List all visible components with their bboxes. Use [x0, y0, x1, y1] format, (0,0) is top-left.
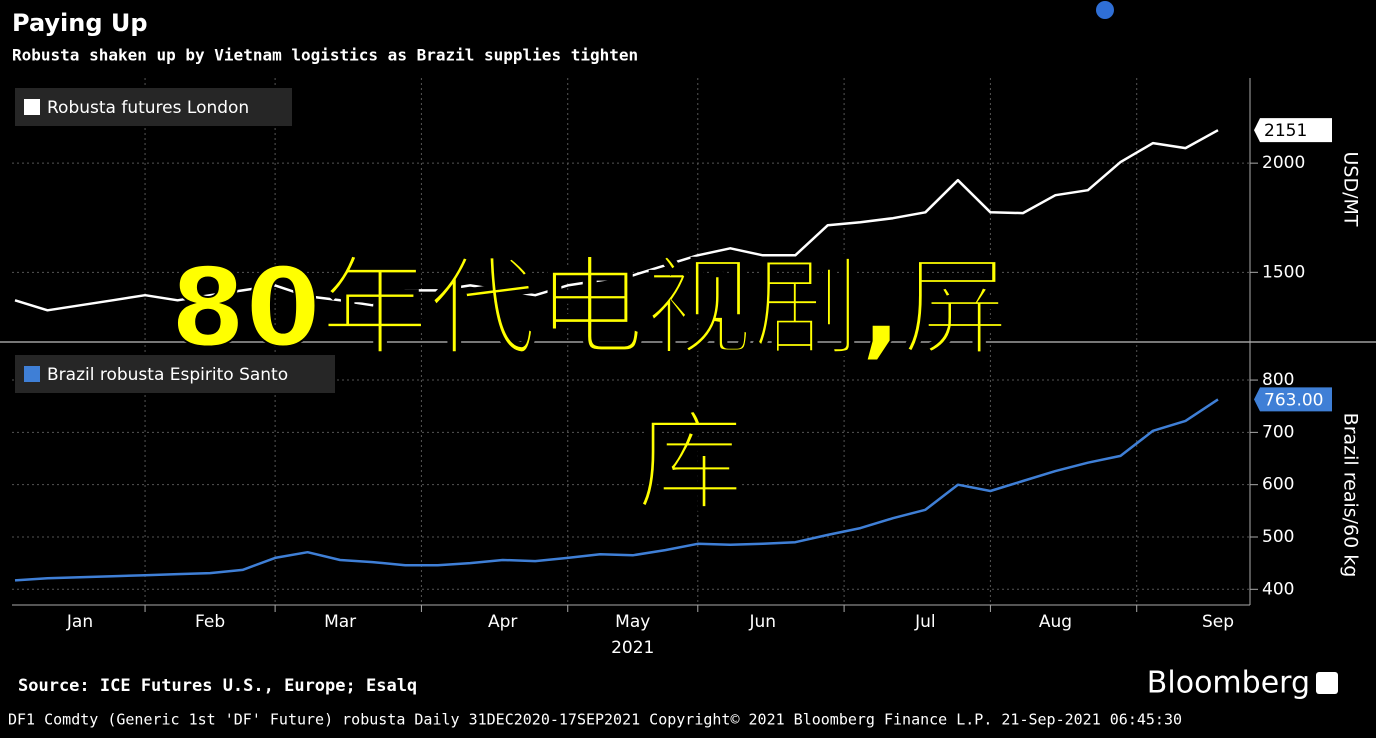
- last-value-tag: [1254, 387, 1332, 412]
- dot: [1096, 1, 1114, 19]
- x-tick-label: Sep: [1202, 612, 1234, 632]
- series-line: [14, 129, 1219, 312]
- y-tick-label: 600: [1262, 475, 1294, 495]
- y-axis-label: USD/MT: [1340, 152, 1362, 227]
- x-tick-label: Mar: [324, 612, 356, 632]
- x-tick-label: Feb: [195, 612, 225, 632]
- series-line: [14, 398, 1219, 582]
- y-tick-label: 1500: [1262, 262, 1305, 282]
- brand: Bloomberg: [1147, 666, 1310, 701]
- x-axis-label: 2021: [611, 638, 654, 658]
- footer: DF1 Comdty (Generic 1st 'DF' Future) rob…: [8, 711, 1182, 729]
- brand-icon: [1316, 672, 1338, 694]
- y-axis-label: Brazil reais/60 kg: [1340, 413, 1362, 578]
- y-tick-label: 500: [1262, 527, 1294, 547]
- plot: 1500 2000 USD/MT Robusta futures London 2151…: [12, 78, 1362, 658]
- y-tick-label: 2000: [1262, 153, 1305, 173]
- x-tick-label: Jun: [749, 612, 777, 632]
- last-value-label: 2151: [1264, 121, 1307, 141]
- legend-label: Robusta futures London: [47, 98, 249, 118]
- x-tick-label: Apr: [488, 612, 517, 632]
- source: Source: ICE Futures U.S., Europe; Esalq: [18, 676, 417, 696]
- legend-box: [15, 355, 335, 393]
- x-tick-label: Jul: [914, 612, 936, 632]
- subtitle: Robusta shaken up by Vietnam logistics a…: [12, 46, 638, 65]
- legend-label: Brazil robusta Espirito Santo: [47, 365, 288, 385]
- overlay-text: 库: [636, 401, 744, 526]
- legend-box: [15, 88, 292, 126]
- legend-swatch: [24, 366, 40, 382]
- title: Paying Up: [12, 9, 148, 37]
- y-tick-label: 400: [1262, 579, 1294, 599]
- x-tick-label: Aug: [1039, 612, 1072, 632]
- last-value-tag: [1254, 118, 1332, 143]
- x-tick-label: Jan: [66, 612, 93, 632]
- y-tick-label: 800: [1262, 370, 1294, 390]
- x-tick-label: May: [615, 612, 650, 632]
- y-tick-label: 700: [1262, 422, 1294, 442]
- last-value-label: 763.00: [1264, 390, 1323, 410]
- overlay-text: 80年代电视剧,屏: [170, 246, 1009, 371]
- legend-swatch: [24, 99, 40, 115]
